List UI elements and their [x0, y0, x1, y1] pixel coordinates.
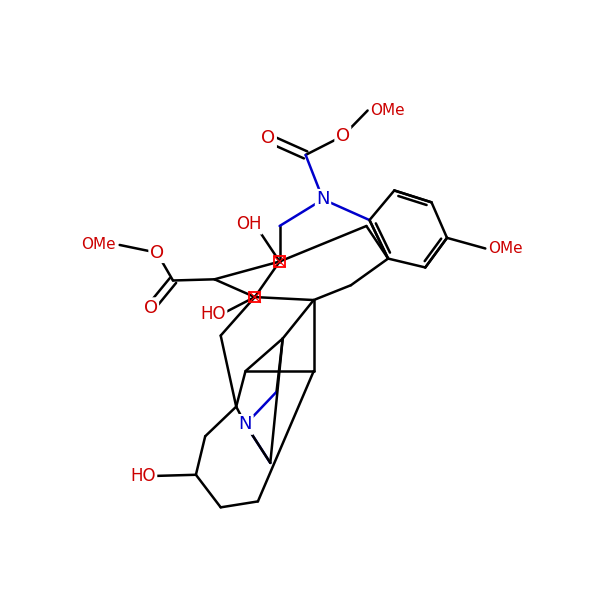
Text: N: N [316, 190, 330, 208]
Text: OH: OH [236, 215, 262, 233]
Text: OMe: OMe [370, 103, 405, 118]
Text: OMe: OMe [488, 241, 523, 256]
Text: N: N [239, 415, 252, 433]
Text: O: O [336, 127, 350, 145]
Text: HO: HO [130, 467, 156, 485]
Text: O: O [150, 244, 164, 262]
Text: O: O [143, 299, 158, 317]
Text: OMe: OMe [80, 238, 115, 253]
Text: HO: HO [200, 305, 226, 323]
Text: O: O [262, 130, 275, 148]
